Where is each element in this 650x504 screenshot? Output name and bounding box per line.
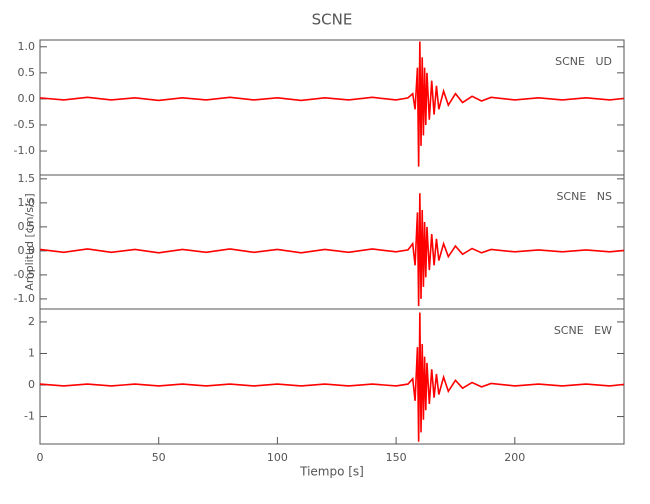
waveform — [39, 312, 625, 442]
y-tick-label: -1.0 — [14, 292, 35, 305]
y-tick-label: -0.5 — [14, 268, 35, 281]
y-tick-label: 1 — [28, 346, 35, 359]
y-tick-label: 0 — [28, 378, 35, 391]
y-tick-label: 0.5 — [18, 66, 36, 79]
x-tick-label: 50 — [152, 451, 166, 464]
x-axis-label: Tiempo [s] — [299, 465, 364, 479]
y-axis-label: Amplitud [cm/s/s] — [23, 193, 36, 290]
x-tick-label: 200 — [504, 451, 525, 464]
x-tick-label: 0 — [37, 451, 44, 464]
y-tick-label: -1 — [24, 410, 35, 423]
y-tick-label: 0.0 — [18, 244, 36, 257]
chart-title: SCNE — [312, 11, 353, 29]
waveform — [39, 41, 625, 167]
y-tick-label: -0.5 — [14, 118, 35, 131]
panel-frame — [39, 308, 625, 445]
x-tick-label: 150 — [386, 451, 407, 464]
panel-label: SCNE UD — [555, 55, 612, 68]
y-tick-label: -1.0 — [14, 144, 35, 157]
waveform — [39, 193, 625, 307]
y-tick-label: 1.0 — [18, 196, 36, 209]
y-tick-label: 1.5 — [18, 172, 36, 185]
y-tick-label: 2 — [28, 315, 35, 328]
x-tick-label: 100 — [267, 451, 288, 464]
panel-label: SCNE EW — [554, 324, 612, 337]
y-tick-label: 0.0 — [18, 92, 36, 105]
y-tick-label: 1.0 — [18, 40, 36, 53]
panel-frame — [39, 174, 625, 310]
panel-frame — [39, 39, 625, 176]
y-tick-label: 0.5 — [18, 220, 36, 233]
panel-label: SCNE NS — [556, 190, 612, 203]
